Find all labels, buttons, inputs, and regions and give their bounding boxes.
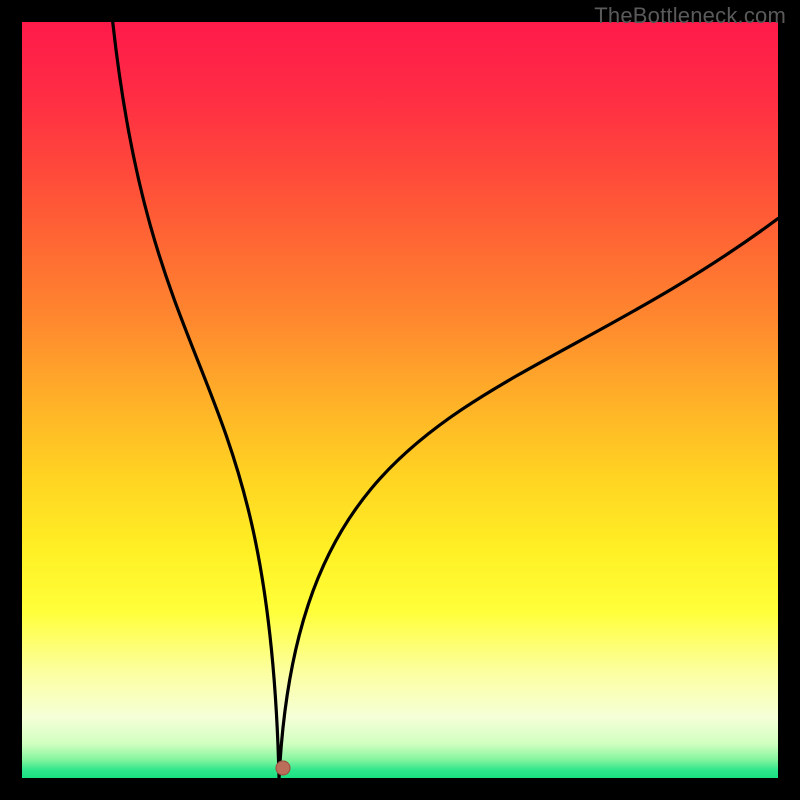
watermark-text: TheBottleneck.com — [594, 3, 786, 29]
optimal-point-marker — [275, 761, 290, 776]
bottleneck-chart — [22, 22, 778, 778]
performance-curve — [22, 22, 778, 778]
